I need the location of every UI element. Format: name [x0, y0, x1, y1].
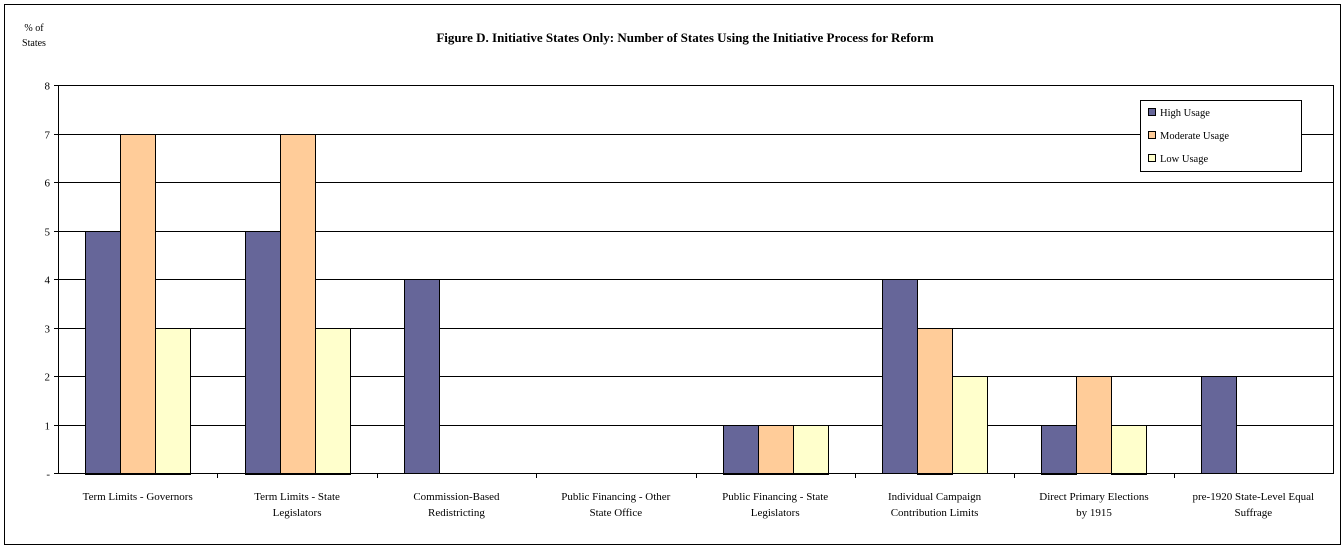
bar-high-usage — [1201, 376, 1237, 474]
bar-low-usage — [793, 425, 829, 475]
y-tick-label: 7 — [45, 130, 51, 142]
legend-box — [1140, 100, 1302, 172]
x-category-label: State Office — [589, 507, 642, 519]
y-axis-title-line1: % of — [24, 23, 44, 34]
x-category-label: Direct Primary Elections — [1039, 491, 1148, 503]
legend-swatch — [1148, 154, 1156, 162]
y-tick-label: - — [46, 469, 50, 481]
y-tick-label: 5 — [45, 227, 51, 239]
bar-high-usage — [882, 279, 918, 474]
bars-layer — [85, 134, 1237, 475]
x-category-label: Public Financing - Other — [561, 491, 670, 503]
y-tick-label: 4 — [45, 275, 51, 287]
x-category-label: Redistricting — [428, 507, 485, 519]
x-category-label: Commission-Based — [413, 491, 500, 503]
y-tick-label: 6 — [45, 178, 51, 190]
x-category-label: Term Limits - Governors — [83, 491, 193, 503]
y-tick-label: 3 — [45, 324, 51, 336]
bar-low-usage — [315, 328, 351, 475]
bar-high-usage — [723, 425, 759, 475]
legend-swatch — [1148, 108, 1156, 116]
y-tick-label: 1 — [45, 421, 51, 433]
bar-moderate-usage — [1076, 376, 1112, 474]
bar-high-usage — [1041, 425, 1077, 475]
x-category-label: pre-1920 State-Level Equal — [1193, 491, 1315, 503]
bar-moderate-usage — [917, 328, 953, 475]
bar-high-usage — [404, 279, 440, 474]
x-category-label: Term Limits - State — [254, 491, 340, 503]
x-category-label: Contribution Limits — [891, 507, 979, 519]
legend: High Usage Moderate Usage Low Usage — [1140, 100, 1302, 172]
bar-moderate-usage — [280, 134, 316, 475]
legend-label: High Usage — [1160, 108, 1210, 119]
x-category-label: Suffrage — [1234, 507, 1272, 519]
y-axis-title-line2: States — [22, 38, 46, 49]
legend-label: Moderate Usage — [1160, 131, 1229, 142]
bar-moderate-usage — [758, 425, 794, 475]
x-category-label: Legislators — [751, 507, 800, 519]
x-category-label: Individual Campaign — [888, 491, 982, 503]
chart-title: Figure D. Initiative States Only: Number… — [436, 30, 933, 45]
bar-low-usage — [1111, 425, 1147, 475]
y-tick-label: 8 — [45, 81, 51, 93]
bar-low-usage — [155, 328, 191, 475]
axis-layer: - 1 2 3 4 5 6 7 8 Term Limits - Governors Term Lim… — [45, 81, 1334, 519]
bar-high-usage — [85, 231, 121, 475]
y-tick-label: 2 — [45, 372, 51, 384]
legend-label: Low Usage — [1160, 154, 1208, 165]
x-category-label: Public Financing - State — [722, 491, 828, 503]
bar-low-usage — [952, 376, 988, 474]
x-category-label: by 1915 — [1076, 507, 1112, 519]
x-category-label: Legislators — [273, 507, 322, 519]
bar-moderate-usage — [120, 134, 156, 475]
bar-high-usage — [245, 231, 281, 475]
legend-swatch — [1148, 131, 1156, 139]
